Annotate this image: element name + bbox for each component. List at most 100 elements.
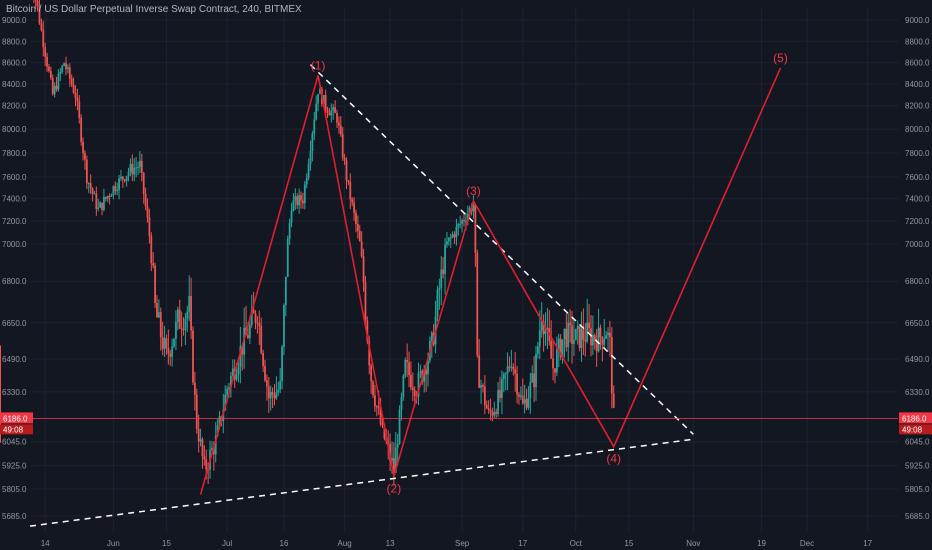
candle xyxy=(40,18,43,32)
candle xyxy=(116,182,119,196)
candle xyxy=(38,0,41,25)
candle-body xyxy=(485,405,488,409)
candle-body xyxy=(201,439,204,457)
candle xyxy=(533,356,536,403)
candle-body xyxy=(516,373,518,395)
candle-body xyxy=(609,332,611,338)
candle-body xyxy=(601,337,604,345)
candle-body xyxy=(379,408,382,425)
candle-body xyxy=(123,179,126,181)
candle-body xyxy=(150,236,153,264)
candle-body xyxy=(334,107,337,114)
candle xyxy=(478,339,481,389)
candle-body xyxy=(571,325,573,344)
y-tick-label-left: 5925.0 xyxy=(2,462,27,471)
candle-body xyxy=(394,447,397,473)
candle-body xyxy=(228,387,230,389)
candle-body xyxy=(216,425,219,436)
candle-body xyxy=(44,47,47,57)
candle xyxy=(49,66,52,80)
candle xyxy=(265,374,268,401)
candle-body xyxy=(474,204,477,253)
candle-body xyxy=(584,339,587,342)
candle xyxy=(402,374,405,401)
y-tick-label-left: 9000.0 xyxy=(2,16,27,25)
candle xyxy=(80,114,83,146)
x-tick-label: Aug xyxy=(337,539,351,548)
candle xyxy=(127,167,130,182)
candle-body xyxy=(315,103,318,120)
candle-body xyxy=(267,386,270,399)
candle-body xyxy=(152,263,155,266)
candle xyxy=(586,298,589,344)
candle-body xyxy=(408,362,410,375)
candle xyxy=(57,69,60,92)
candle xyxy=(607,327,609,352)
candle-body xyxy=(40,23,43,30)
candle-body xyxy=(80,117,83,142)
candle xyxy=(565,313,568,352)
candle-body xyxy=(212,448,215,455)
candle xyxy=(110,193,113,197)
candle-body xyxy=(218,416,221,426)
candle-body xyxy=(599,327,602,338)
candle-body xyxy=(550,340,553,359)
candle xyxy=(449,233,452,248)
candle xyxy=(241,346,244,371)
candle xyxy=(362,248,365,292)
candle xyxy=(567,313,570,362)
candle-body xyxy=(478,355,481,388)
candle xyxy=(338,116,340,134)
candle-body xyxy=(85,159,88,184)
candle xyxy=(146,198,149,223)
candle xyxy=(211,441,213,452)
candle-body xyxy=(559,338,562,358)
x-axis[interactable]: 14 Jun 15 Jul 16 Aug 13 Sep 17 Oct 15 Nov 19 Dec 17 xyxy=(41,539,873,548)
candle xyxy=(610,327,613,409)
y-tick-label-right: 6330.0 xyxy=(905,388,930,397)
candle-body xyxy=(231,368,234,376)
candle xyxy=(474,204,477,267)
candle-body xyxy=(396,443,399,448)
candle-body xyxy=(178,309,181,329)
x-tick-label: 17 xyxy=(518,539,527,548)
candle xyxy=(508,356,511,372)
candle-body xyxy=(283,305,285,347)
y-tick-label-left: 8800.0 xyxy=(2,37,27,46)
candle-body xyxy=(175,321,177,339)
candle-body xyxy=(101,202,103,210)
candle xyxy=(277,381,280,396)
candle-body xyxy=(163,338,166,350)
candle-body xyxy=(391,457,393,461)
candle xyxy=(125,175,128,187)
y-tick-label-right: 7400.0 xyxy=(905,195,930,204)
candle xyxy=(89,174,92,195)
candle-body xyxy=(366,320,369,342)
elliott-wave[interactable]: (1) (2) (3) (4) (5) xyxy=(199,51,788,495)
candle-body xyxy=(603,338,606,345)
candle xyxy=(574,328,577,341)
candle xyxy=(171,338,174,367)
candle-body xyxy=(326,109,329,113)
candle-body xyxy=(438,287,441,290)
candle-body xyxy=(129,164,132,172)
trendline-lower[interactable] xyxy=(29,438,694,527)
candle-body xyxy=(247,335,249,338)
y-axis-right[interactable]: 9000.0 8800.0 8600.0 8400.0 8200.0 8000.0 7800… xyxy=(905,16,930,521)
candle-body xyxy=(529,381,532,399)
candle-body xyxy=(544,330,547,335)
y-tick-label-right: 7000.0 xyxy=(905,240,930,249)
candle xyxy=(76,88,79,111)
wave-path[interactable] xyxy=(199,67,782,495)
price-tag-left xyxy=(0,412,33,424)
candle xyxy=(137,161,139,176)
candle-body xyxy=(586,322,589,342)
candle-body xyxy=(482,385,484,387)
candle-body xyxy=(463,220,465,222)
candle-body xyxy=(313,119,316,134)
candle-body xyxy=(372,381,374,396)
candle-body xyxy=(358,230,361,242)
candle-body xyxy=(339,125,342,135)
